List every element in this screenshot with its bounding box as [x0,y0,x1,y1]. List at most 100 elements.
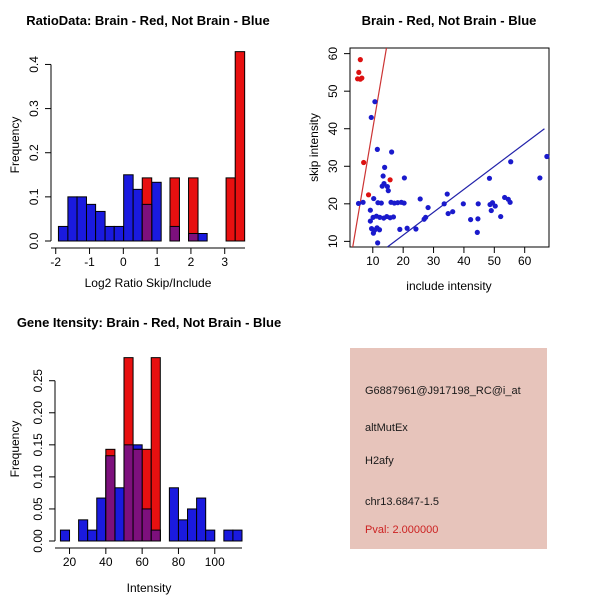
notbrain-fit-line [387,128,545,248]
scatter-point-blue [360,199,366,205]
y-tick-label: 30 [326,159,340,173]
hist-bar-overlap [169,225,180,242]
y-tick-label: 40 [326,122,340,136]
x-tick-label: -2 [50,255,61,269]
scatter-point-blue [370,230,376,236]
x-tick-label: 100 [205,555,225,569]
scatter-point-blue [384,183,390,190]
y-tick-label: 0.10 [31,465,45,489]
scatter-point-blue [355,200,362,207]
chart-title: RatioData: Brain - Red, Not Brain - Blue [26,13,269,28]
scatter-point-blue [441,201,447,207]
chart-title: Gene Itensity: Brain - Red, Not Brain - … [17,315,281,330]
x-tick-label: 20 [396,254,410,268]
event-type-text: altMutEx [365,422,408,434]
brain-fit-line [352,47,388,248]
y-tick-label: 0.20 [31,401,45,425]
hist-bar-blue [114,487,125,542]
hist-bar-overlap [105,455,116,542]
scatter-point-blue [376,227,383,233]
scatter-point-blue [404,225,410,231]
y-tick-label: 0.2 [27,144,41,161]
scatter-point-blue [460,201,466,207]
pval-text: Pval: 2.000000 [365,524,439,536]
scatter-point-red [361,159,367,166]
y-axis-label: Frequency [8,421,22,478]
scatter-point-blue [401,200,407,206]
hist-bar-overlap [132,448,143,542]
scatter-point-blue [368,114,374,121]
scatter-point-blue [498,213,504,220]
hist-bar-blue [67,196,78,242]
scatter-point-blue [488,207,494,214]
chart-title: Brain - Red, Not Brain - Blue [362,13,537,28]
hist-bar-overlap [123,444,134,542]
scatter-point-blue [401,175,407,181]
x-tick-label: 50 [488,254,502,268]
hist-bar-blue [187,508,198,542]
x-tick-label: 0 [120,255,127,269]
hist-bar-overlap [150,529,161,542]
scatter-point-blue [389,149,395,155]
scatter-point-blue [413,226,419,232]
scatter-point-blue [445,210,451,217]
scatter-point-blue [372,99,378,105]
hist-bar-blue [87,529,98,542]
x-tick-label: 3 [221,255,228,269]
x-tick-label: 20 [63,555,77,569]
scatter-point-blue [380,173,386,179]
scatter-point-blue [475,216,481,222]
hist-bar-blue [168,487,179,542]
y-tick-label: 0.4 [27,56,41,73]
x-tick-label: 2 [188,255,195,269]
x-axis-label: Log2 Ratio Skip/Include [85,276,212,290]
hist-bar-blue [59,529,71,542]
scatter-point-blue [474,229,480,235]
hist-bar-blue [96,497,107,542]
x-axis-label: include intensity [406,279,491,293]
hist-bar-overlap [141,203,153,242]
hist-bar-blue [76,196,87,242]
hist-bar-blue [104,225,115,242]
hist-bar-red [225,177,236,242]
x-tick-label: 10 [366,254,380,268]
hist-bar-blue [197,232,208,242]
hist-bar-blue [85,203,97,242]
x-tick-label: 60 [135,555,149,569]
location-text: chr13.6847-1.5 [365,496,439,508]
scatter-point-blue [378,200,384,206]
hist-bar-blue [232,529,243,542]
hist-bar-overlap [141,508,152,542]
y-tick-label: 0.0 [27,232,41,249]
scatter-point-blue [468,216,474,223]
hist-bar-red [234,51,246,242]
scatter-point-blue [492,203,498,209]
scatter-point-blue [374,146,380,152]
scatter-point-red [387,177,393,183]
gene_hist-panel: Gene Itensity: Brain - Red, Not Brain - … [8,315,281,595]
hist-bar-blue [78,519,89,542]
x-axis-label: Intensity [127,581,172,595]
scatter-point-blue [537,175,543,181]
x-tick-label: -1 [84,255,95,269]
scatter-point-blue [375,240,381,246]
x-tick-label: 60 [518,254,532,268]
scatter-point-blue [544,153,550,160]
scatter-point-red [365,192,372,198]
hist-bar-blue [151,181,162,242]
hist-bar-blue [95,210,106,242]
scatter-point-red [359,75,365,81]
hist-bar-red [150,357,161,542]
hist-bar-red [188,177,199,242]
scatter-point-blue [508,159,514,165]
scatter-point-blue [379,183,385,189]
scatter-point-blue [397,226,403,232]
x-tick-label: 1 [154,255,161,269]
y-tick-label: 10 [326,234,340,248]
y-tick-label: 60 [326,47,340,61]
probe-id-text: G6887961@J917198_RC@i_at [365,385,521,397]
y-tick-label: 0.3 [27,100,41,117]
x-tick-label: 30 [427,254,441,268]
y-tick-label: 0.00 [31,529,45,553]
